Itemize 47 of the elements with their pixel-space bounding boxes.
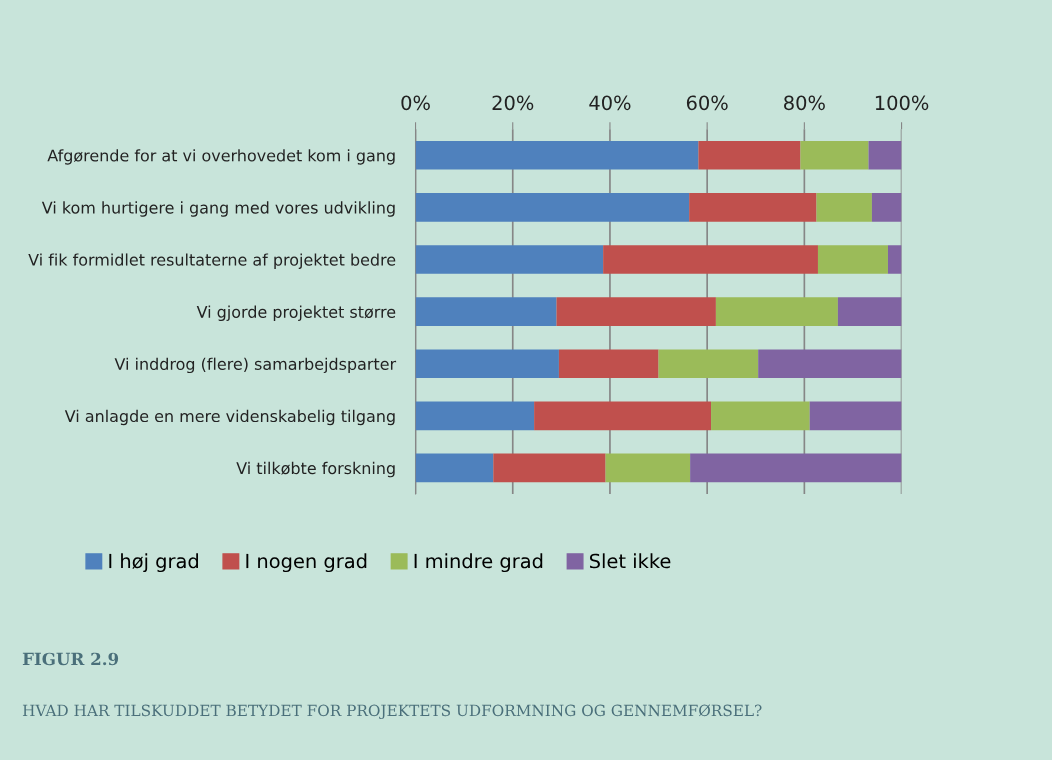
bar <box>415 453 494 483</box>
bar <box>690 453 902 483</box>
bar <box>415 297 557 326</box>
x-tick-label: 60% <box>686 95 728 111</box>
bar <box>493 453 606 483</box>
legend-label: I høj grad <box>109 553 198 573</box>
y-tick-label: Afgørende for at vi overhovedet kom i gang <box>47 149 395 165</box>
bar <box>809 401 902 431</box>
bar <box>817 245 888 274</box>
bar <box>689 193 817 222</box>
y-tick-label: Vi anlagde en mere videnskabelig tilgang <box>64 409 395 426</box>
y-tick-label: Vi tilkøbte forskning <box>236 461 395 478</box>
bar <box>605 453 691 483</box>
y-tick-label: Vi kom hurtigere i gang med vores udvikling <box>41 201 395 217</box>
bar <box>837 297 902 326</box>
bar <box>658 349 759 379</box>
bar <box>887 245 902 274</box>
bar <box>534 401 712 431</box>
x-tick-label: 20% <box>492 95 534 111</box>
bar <box>698 140 801 170</box>
bar <box>415 349 559 379</box>
bar <box>816 193 872 222</box>
text: FIGUR 2.9 <box>22 652 119 666</box>
y-tick-label: Vi fik formidlet resultaterne af projektet bedre <box>28 253 396 269</box>
bar <box>715 297 838 326</box>
y-tick-label: Vi gjorde projektet større <box>196 305 396 321</box>
bar <box>711 401 810 431</box>
legend-label: I nogen grad <box>246 553 367 573</box>
y-tick-label: Vi inddrog (flere) samarbejdsparter <box>114 357 397 374</box>
bar <box>556 297 716 326</box>
x-tick-label: 100% <box>875 95 929 111</box>
bar <box>415 193 690 222</box>
legend-label: I mindre grad <box>414 553 543 573</box>
legend-label: Slet ikke <box>589 553 671 569</box>
bar <box>758 349 902 379</box>
x-tick-label: 40% <box>589 95 631 111</box>
bar <box>558 349 659 379</box>
bar <box>868 140 902 170</box>
x-tick-label: 0% <box>401 95 430 111</box>
bar <box>415 401 535 431</box>
x-tick-label: 80% <box>784 95 825 111</box>
bar <box>871 193 902 222</box>
text: HVAD HAR TILSKUDDET BETYDET FOR PROJEKTETS UDFORMNING OG GENNEMFØRSEL? <box>22 704 762 720</box>
bar <box>800 140 869 170</box>
bar <box>603 245 818 274</box>
bar <box>415 245 604 274</box>
bar <box>415 140 699 170</box>
